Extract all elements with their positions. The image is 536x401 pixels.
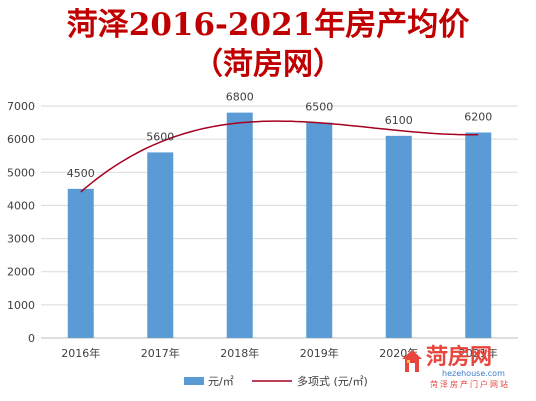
data-label: 6100 xyxy=(385,114,413,127)
trendline-series xyxy=(80,120,479,193)
y-tick-label: 1000 xyxy=(7,299,35,312)
bar-series xyxy=(67,112,492,338)
trendline xyxy=(80,120,479,193)
data-label: 6800 xyxy=(226,91,254,104)
x-axis: 2016年 2017年 2018年 2019年 2020年 2021年 xyxy=(61,346,498,360)
watermark-logo: 菏房网 hezehouse.com 菏泽房产门户网站 xyxy=(398,344,528,394)
chart-subtitle: （菏房网） xyxy=(193,47,343,82)
legend-line-label: 多项式 (元/㎡) xyxy=(297,374,368,388)
watermark-url: hezehouse.com xyxy=(442,369,505,378)
bar xyxy=(226,112,253,338)
y-tick-label: 6000 xyxy=(7,133,35,146)
data-label: 6500 xyxy=(305,101,333,114)
watermark-logo-text: 菏房网 xyxy=(426,344,493,370)
y-tick-label: 3000 xyxy=(7,233,35,246)
y-tick-label: 7000 xyxy=(7,100,35,113)
y-tick-label: 5000 xyxy=(7,166,35,179)
x-tick-label: 2017年 xyxy=(141,346,180,360)
bar xyxy=(67,188,94,338)
data-label: 6200 xyxy=(464,111,492,124)
bar xyxy=(465,132,492,338)
x-tick-label: 2019年 xyxy=(300,346,339,360)
bar xyxy=(147,152,174,338)
x-tick-label: 2018年 xyxy=(220,346,259,360)
legend-bar-label: 元/㎡ xyxy=(208,375,234,388)
y-tick-label: 4000 xyxy=(7,199,35,212)
bar xyxy=(306,122,333,338)
y-axis: 0 1000 2000 3000 4000 5000 6000 7000 xyxy=(7,100,35,345)
data-labels: 4500 5600 6800 6500 6100 6200 xyxy=(67,91,493,180)
watermark-tagline: 菏泽房产门户网站 xyxy=(430,380,510,389)
legend-bar-swatch xyxy=(184,377,204,385)
y-tick-label: 2000 xyxy=(7,266,35,279)
x-tick-label: 2016年 xyxy=(61,346,100,360)
gridlines xyxy=(41,105,518,339)
data-label: 4500 xyxy=(67,167,95,180)
house-icon xyxy=(402,350,422,372)
bar xyxy=(385,135,412,338)
chart-title: 菏泽2016-2021年房产均价 xyxy=(66,7,470,43)
legend: 元/㎡ 多项式 (元/㎡) xyxy=(184,374,368,388)
data-label: 5600 xyxy=(146,130,174,143)
x-tick-label: 2021年 xyxy=(459,346,498,360)
y-tick-label: 0 xyxy=(28,332,35,345)
